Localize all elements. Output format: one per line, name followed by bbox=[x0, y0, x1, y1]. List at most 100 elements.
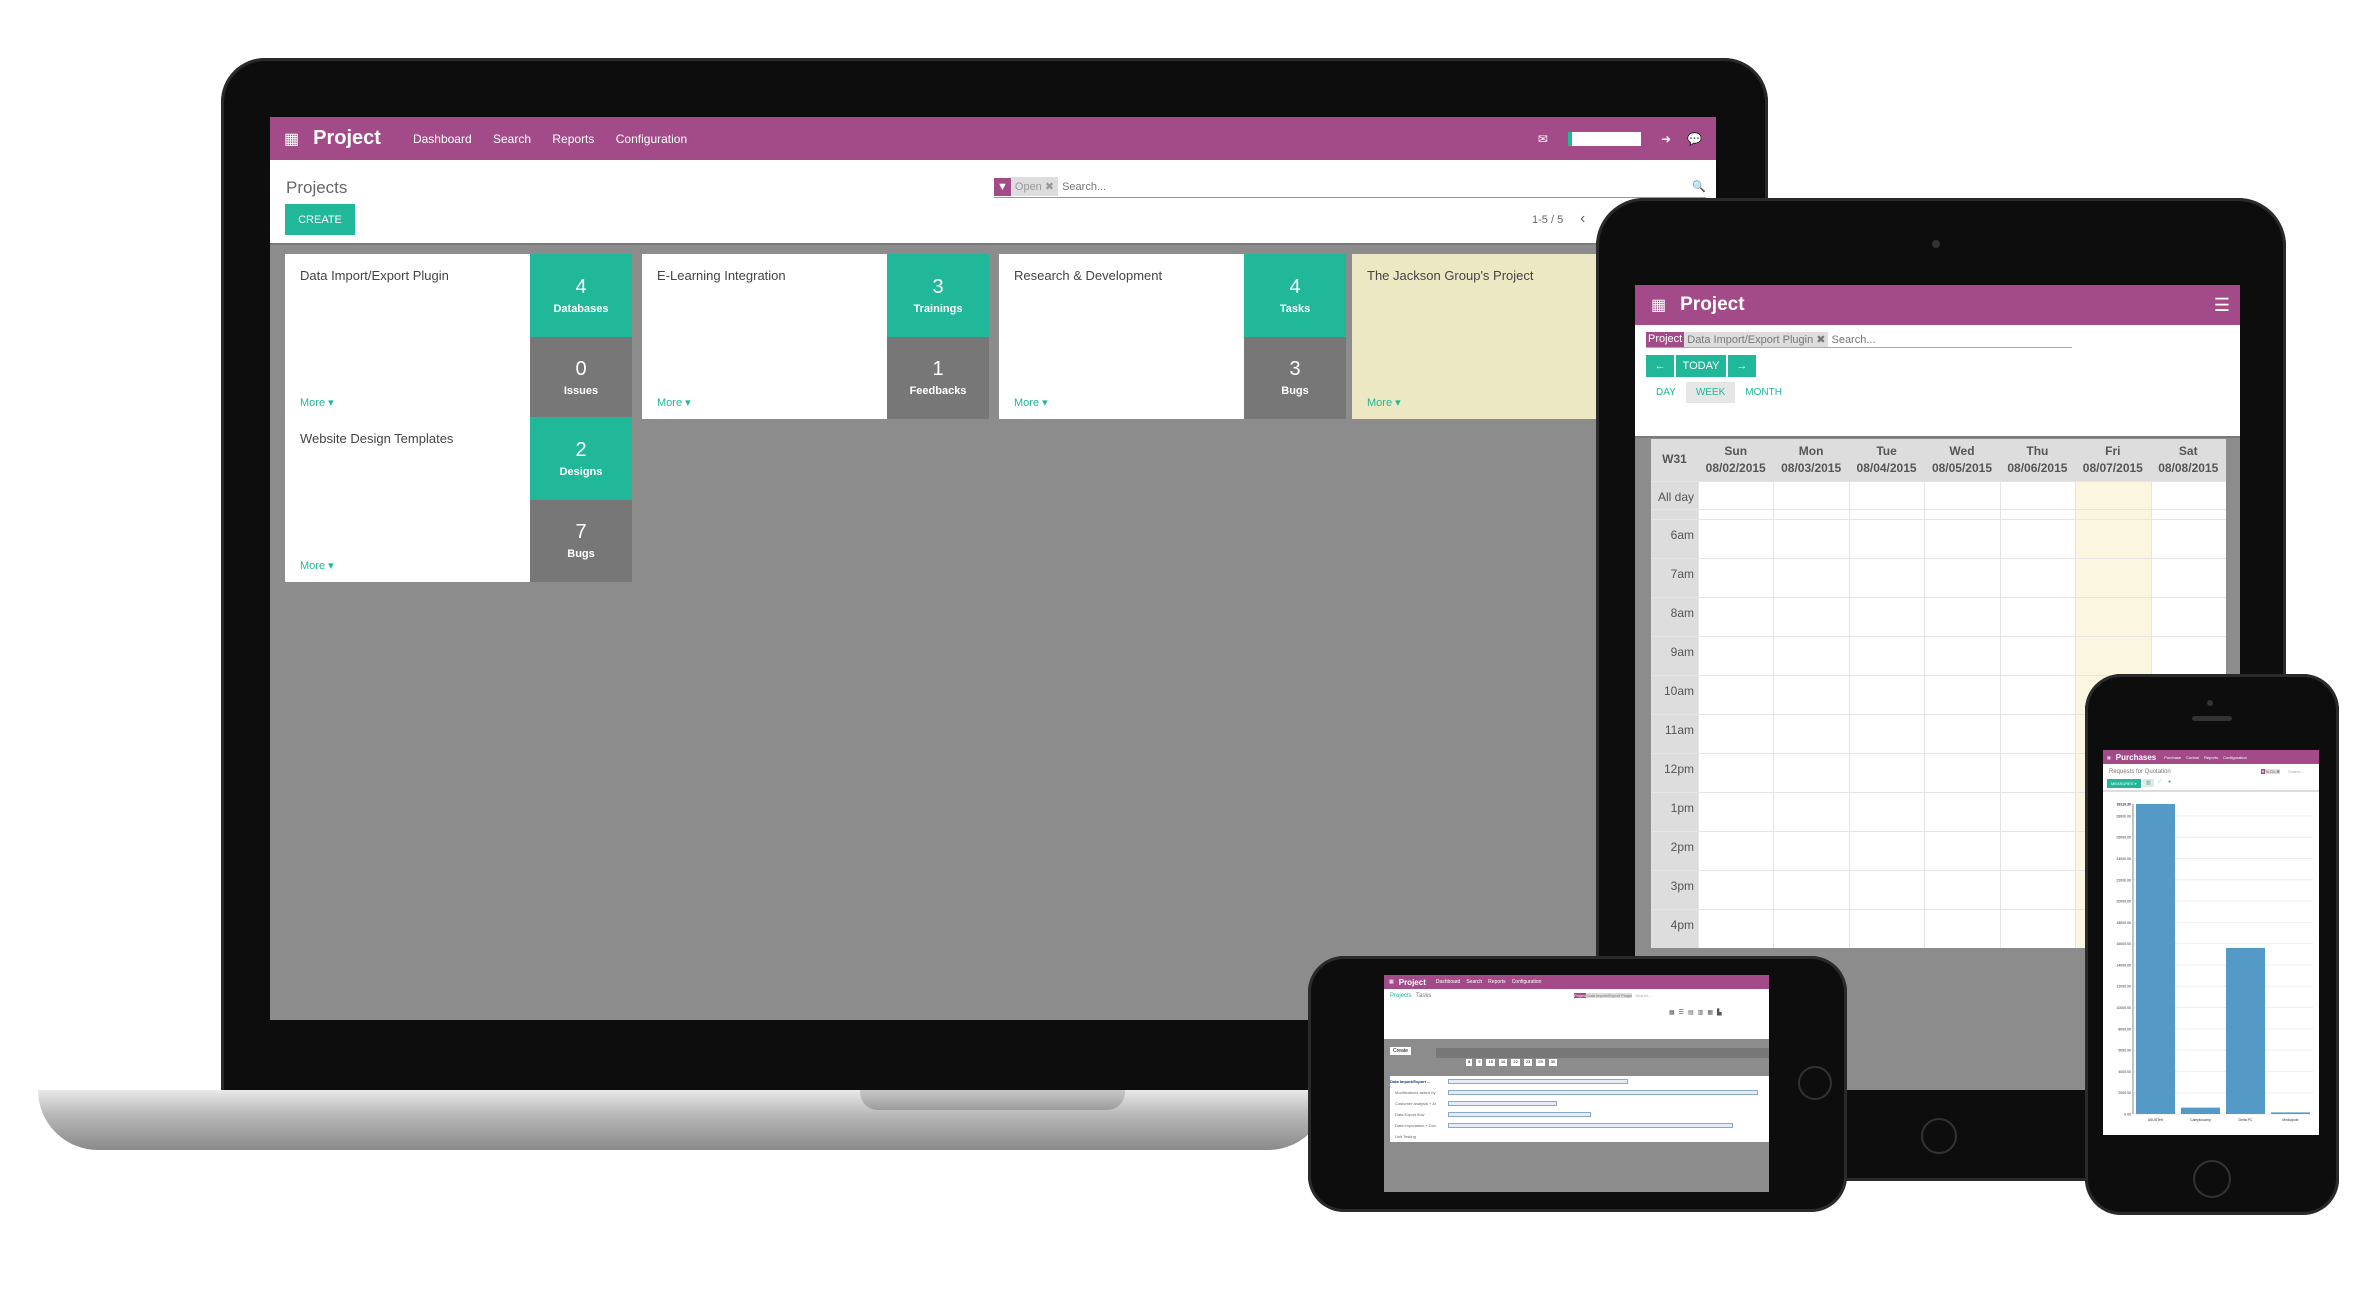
time-slot[interactable] bbox=[1999, 754, 2075, 792]
time-slot[interactable] bbox=[1924, 871, 1999, 909]
more-dropdown[interactable]: More ▾ bbox=[300, 560, 334, 572]
apps-grid-icon[interactable]: ▦ bbox=[284, 130, 300, 148]
stat-bottom[interactable]: 3 Bugs bbox=[1244, 336, 1346, 419]
menu-configuration[interactable]: Configuration bbox=[2223, 754, 2247, 760]
time-slot[interactable] bbox=[1773, 832, 1848, 870]
chat-icon[interactable]: 💬 bbox=[1687, 131, 1702, 146]
time-slot[interactable] bbox=[1698, 559, 1773, 597]
search-bar[interactable]: Project Data Import/Export Plugin ✖ bbox=[1646, 332, 2072, 348]
time-slot[interactable] bbox=[1773, 793, 1848, 831]
time-slot[interactable] bbox=[1924, 754, 1999, 792]
gantt-bar[interactable] bbox=[1448, 1079, 1628, 1084]
gantt-row[interactable]: Customer analysis + Arc... bbox=[1390, 1098, 1769, 1109]
gantt-row[interactable]: Data Export flow bbox=[1390, 1109, 1769, 1120]
bar[interactable] bbox=[2226, 947, 2265, 1114]
time-slot[interactable] bbox=[1698, 520, 1773, 558]
menu-dashboard[interactable]: Dashboard bbox=[412, 131, 472, 146]
time-slot[interactable] bbox=[2150, 520, 2226, 558]
time-slot[interactable] bbox=[1999, 520, 2075, 558]
more-dropdown[interactable]: More ▾ bbox=[1014, 397, 1048, 409]
time-slot[interactable] bbox=[1848, 832, 1924, 870]
time-slot[interactable] bbox=[1999, 871, 2075, 909]
app-title[interactable]: Project bbox=[313, 127, 381, 149]
gantt-bar[interactable] bbox=[1448, 1112, 1591, 1117]
line-chart-icon[interactable]: ⟋ bbox=[2158, 779, 2162, 785]
stat-top[interactable]: 3 Trainings bbox=[887, 254, 989, 337]
time-slot[interactable] bbox=[2075, 559, 2151, 597]
project-name[interactable]: E-Learning Integration bbox=[657, 268, 786, 283]
all-day-cell[interactable] bbox=[2075, 482, 2151, 509]
menu-search[interactable]: Search bbox=[493, 131, 532, 146]
search-input[interactable] bbox=[1831, 332, 1974, 347]
time-slot[interactable] bbox=[1924, 637, 1999, 675]
pie-chart-icon[interactable]: ● bbox=[2168, 779, 2172, 785]
time-slot[interactable] bbox=[1924, 559, 1999, 597]
bar[interactable] bbox=[2181, 1107, 2220, 1114]
view-week[interactable]: WEEK bbox=[1685, 382, 1736, 403]
time-slot[interactable] bbox=[1848, 598, 1924, 636]
time-slot[interactable] bbox=[1698, 676, 1773, 714]
all-day-cell[interactable] bbox=[1999, 482, 2075, 509]
time-slot[interactable] bbox=[1698, 637, 1773, 675]
project-name[interactable]: Research & Development bbox=[1014, 268, 1163, 283]
time-slot[interactable] bbox=[1773, 715, 1848, 753]
all-day-cell[interactable] bbox=[1773, 482, 1848, 509]
search-facet[interactable]: ▼To Do ✖ bbox=[2261, 769, 2280, 774]
time-slot[interactable] bbox=[1848, 676, 1924, 714]
search-facet[interactable]: Open ✖ bbox=[1010, 177, 1059, 196]
project-card[interactable]: Research & Development More ▾ 4 Tasks 3 Bugs bbox=[999, 254, 1346, 419]
app-title[interactable]: Project bbox=[1398, 977, 1426, 987]
stat-bottom[interactable]: 1 Feedbacks bbox=[887, 336, 989, 419]
time-slot[interactable] bbox=[2075, 637, 2151, 675]
time-slot[interactable] bbox=[2075, 520, 2151, 558]
all-day-cell[interactable] bbox=[2150, 482, 2226, 509]
menu-reports[interactable]: Reports bbox=[1488, 979, 1506, 985]
search-bar[interactable]: Project Data Import/Export Plugin Search… bbox=[1574, 993, 1651, 998]
time-slot[interactable] bbox=[1698, 832, 1773, 870]
breadcrumb-projects[interactable]: Projects bbox=[1390, 993, 1412, 999]
menu-purchase[interactable]: Purchase bbox=[2164, 754, 2182, 760]
project-name[interactable]: Data Import/Export Plugin bbox=[300, 268, 449, 283]
apps-grid-icon[interactable]: ▦ bbox=[2107, 754, 2111, 760]
all-day-cell[interactable] bbox=[1698, 482, 1773, 509]
time-slot[interactable] bbox=[2150, 637, 2226, 675]
time-slot[interactable] bbox=[1773, 676, 1848, 714]
arrow-right-icon[interactable]: → bbox=[1728, 355, 1756, 377]
view-month[interactable]: MONTH bbox=[1745, 387, 1782, 398]
time-slot[interactable] bbox=[1999, 559, 2075, 597]
menu-reports[interactable]: Reports bbox=[552, 131, 595, 146]
stat-top[interactable]: 4 Databases bbox=[530, 254, 632, 337]
hamburger-menu-icon[interactable]: ☰ bbox=[2213, 294, 2230, 315]
gantt-row[interactable]: Unit Testing bbox=[1390, 1131, 1769, 1142]
gantt-bar[interactable] bbox=[1448, 1090, 1758, 1095]
time-slot[interactable] bbox=[1773, 910, 1848, 948]
menu-reports[interactable]: Reports bbox=[2204, 754, 2219, 760]
time-slot[interactable] bbox=[1773, 598, 1848, 636]
menu-search[interactable]: Search bbox=[1466, 979, 1483, 985]
project-name[interactable]: The Jackson Group's Project bbox=[1367, 268, 1534, 283]
time-slot[interactable] bbox=[1698, 754, 1773, 792]
time-slot[interactable] bbox=[1773, 871, 1848, 909]
time-slot[interactable] bbox=[1999, 676, 2075, 714]
bar[interactable] bbox=[2136, 804, 2175, 1114]
project-name[interactable]: Website Design Templates bbox=[300, 431, 454, 446]
search-icon[interactable]: 🔍 bbox=[1692, 181, 1706, 193]
stat-top[interactable]: 2 Designs bbox=[530, 417, 632, 500]
more-dropdown[interactable]: More ▾ bbox=[300, 397, 334, 409]
menu-control[interactable]: Control bbox=[2186, 754, 2200, 760]
arrow-left-icon[interactable]: ← bbox=[1646, 355, 1674, 377]
search-input[interactable]: Search... bbox=[2288, 769, 2305, 774]
view-switcher-icons[interactable]: ▦☰▤▥▦▙ bbox=[1669, 1010, 1726, 1016]
time-slot[interactable] bbox=[1698, 871, 1773, 909]
time-slot[interactable] bbox=[1848, 637, 1924, 675]
time-slot[interactable] bbox=[2150, 598, 2226, 636]
time-slot[interactable] bbox=[1773, 754, 1848, 792]
time-slot[interactable] bbox=[1924, 598, 1999, 636]
bar[interactable] bbox=[2271, 1112, 2310, 1114]
today-button[interactable]: TODAY bbox=[1676, 355, 1726, 377]
stat-bottom[interactable]: 7 Bugs bbox=[530, 499, 632, 582]
time-slot[interactable] bbox=[1848, 910, 1924, 948]
chevron-left-icon[interactable]: ‹ bbox=[1580, 210, 1586, 227]
time-slot[interactable] bbox=[1924, 676, 1999, 714]
create-button[interactable]: Create bbox=[1390, 1047, 1412, 1055]
